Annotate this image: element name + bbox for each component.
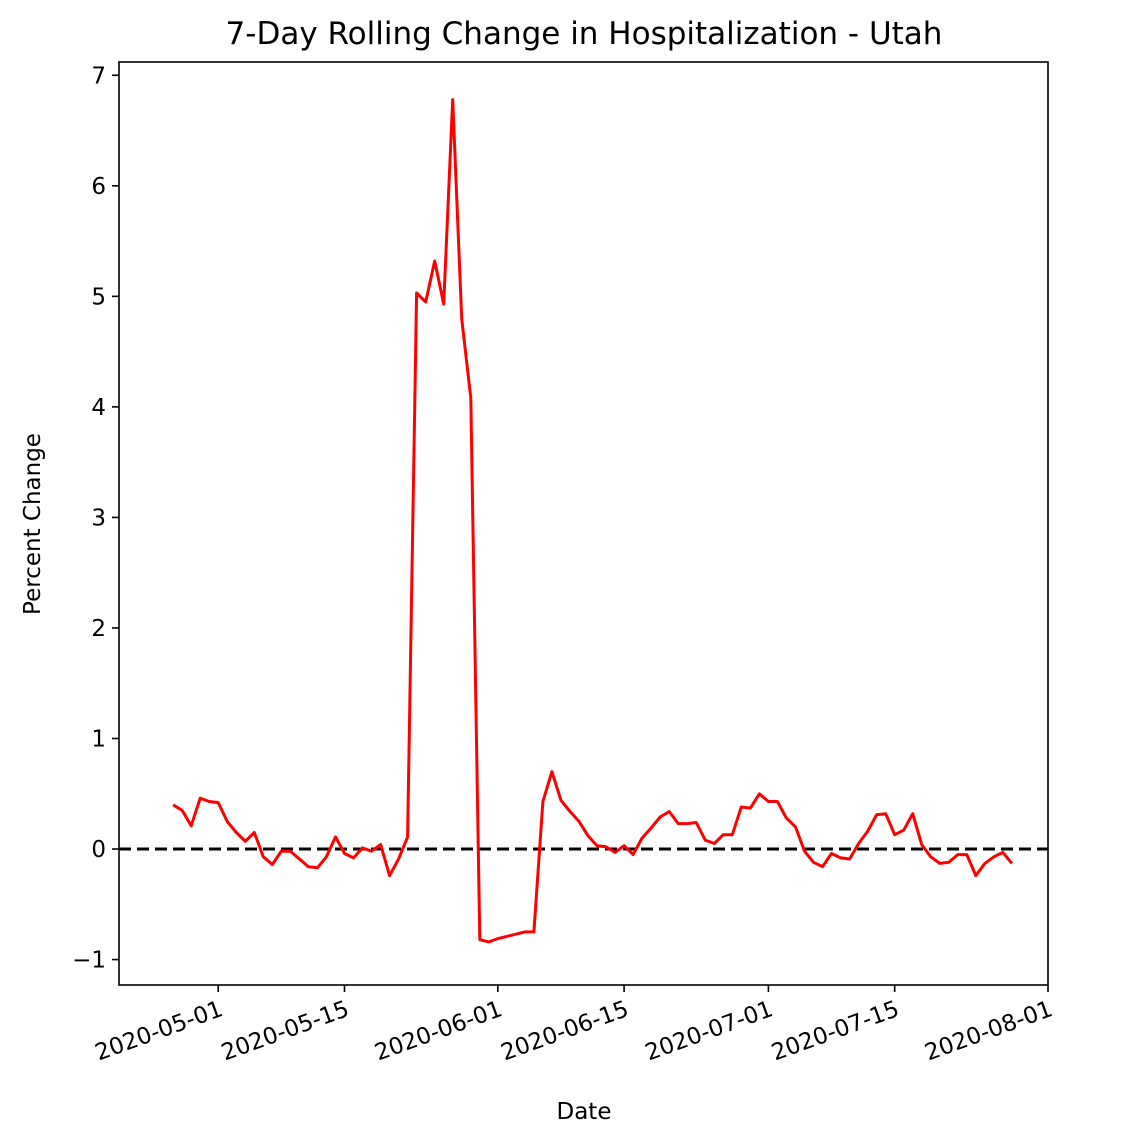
x-tick-label: 2020-08-01 (922, 996, 1057, 1066)
y-tick-label: 4 (91, 395, 106, 421)
y-tick-label: −1 (72, 948, 106, 974)
x-tick-label: 2020-07-15 (768, 996, 903, 1066)
y-tick-label: 1 (91, 726, 106, 752)
plot-frame (118, 61, 1049, 986)
chart-title: 7-Day Rolling Change in Hospitalization … (226, 16, 943, 52)
series-layer (172, 98, 1014, 944)
x-tick-label: 2020-05-01 (92, 996, 227, 1066)
x-axis-label: Date (557, 1099, 612, 1125)
x-tick-label: 2020-06-15 (498, 996, 633, 1066)
series-line (172, 98, 1014, 944)
x-tick-label: 2020-07-01 (642, 996, 777, 1066)
x-tick-label: 2020-06-01 (371, 996, 506, 1066)
y-axis-label: Percent Change (20, 433, 46, 615)
y-tick-label: 3 (91, 505, 106, 531)
y-axis: −1 0 1 2 3 4 5 6 7 (72, 63, 119, 974)
y-tick-label: 6 (91, 174, 106, 200)
y-tick-label: 0 (91, 837, 106, 863)
y-tick-label: 5 (91, 284, 106, 310)
y-tick-label: 7 (91, 63, 106, 89)
x-tick-label: 2020-05-15 (218, 996, 353, 1066)
y-tick-label: 2 (91, 616, 106, 642)
